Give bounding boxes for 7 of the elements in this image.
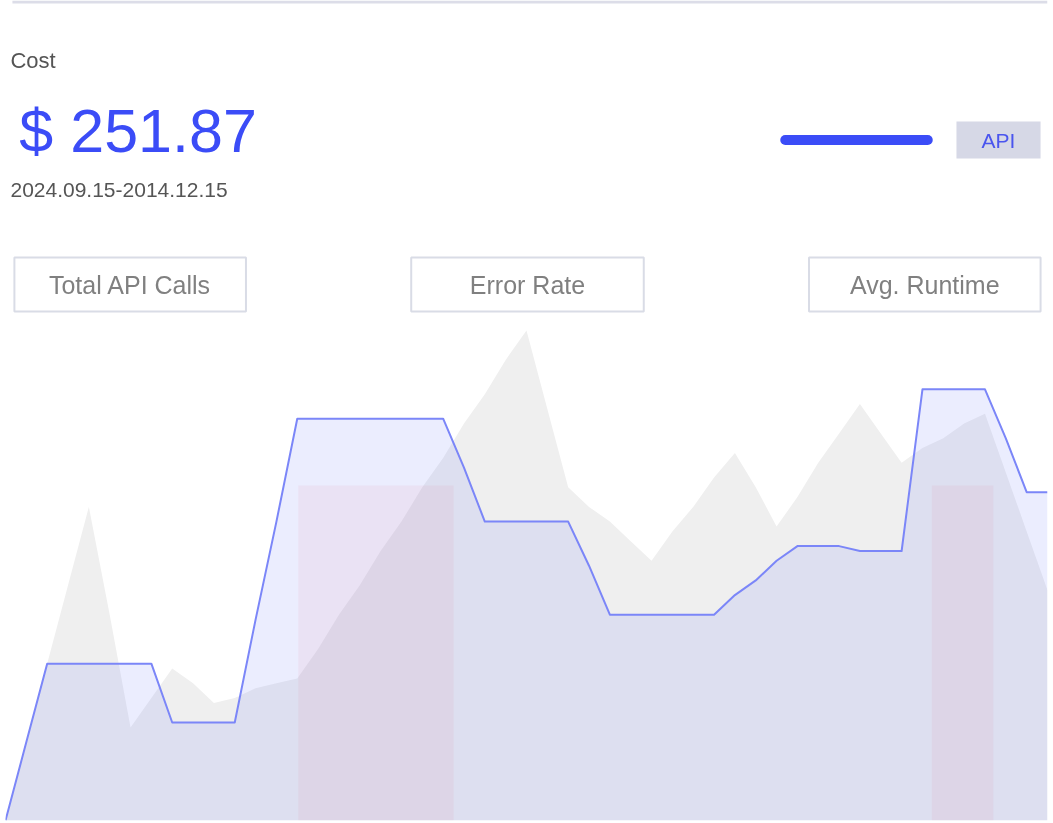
text: Error Rate	[469, 270, 586, 299]
chart-subtitle: $ 251.87	[19, 96, 257, 165]
text: Avg. Runtime	[849, 270, 1000, 299]
text: Total API Calls	[48, 270, 211, 299]
chart-title: Cost	[10, 48, 56, 73]
text: API	[981, 128, 1016, 152]
text: 2024.09.15-2014.12.15	[10, 177, 228, 201]
